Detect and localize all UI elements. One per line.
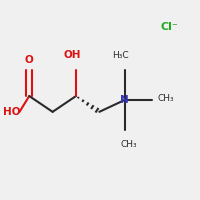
Text: HO: HO bbox=[3, 107, 20, 117]
Text: Cl⁻: Cl⁻ bbox=[161, 22, 178, 32]
Text: N: N bbox=[120, 95, 129, 105]
Text: CH₃: CH₃ bbox=[157, 94, 174, 103]
Text: H₃C: H₃C bbox=[112, 51, 129, 60]
Text: O: O bbox=[25, 55, 34, 65]
Text: OH: OH bbox=[63, 50, 81, 60]
Text: CH₃: CH₃ bbox=[120, 140, 137, 149]
